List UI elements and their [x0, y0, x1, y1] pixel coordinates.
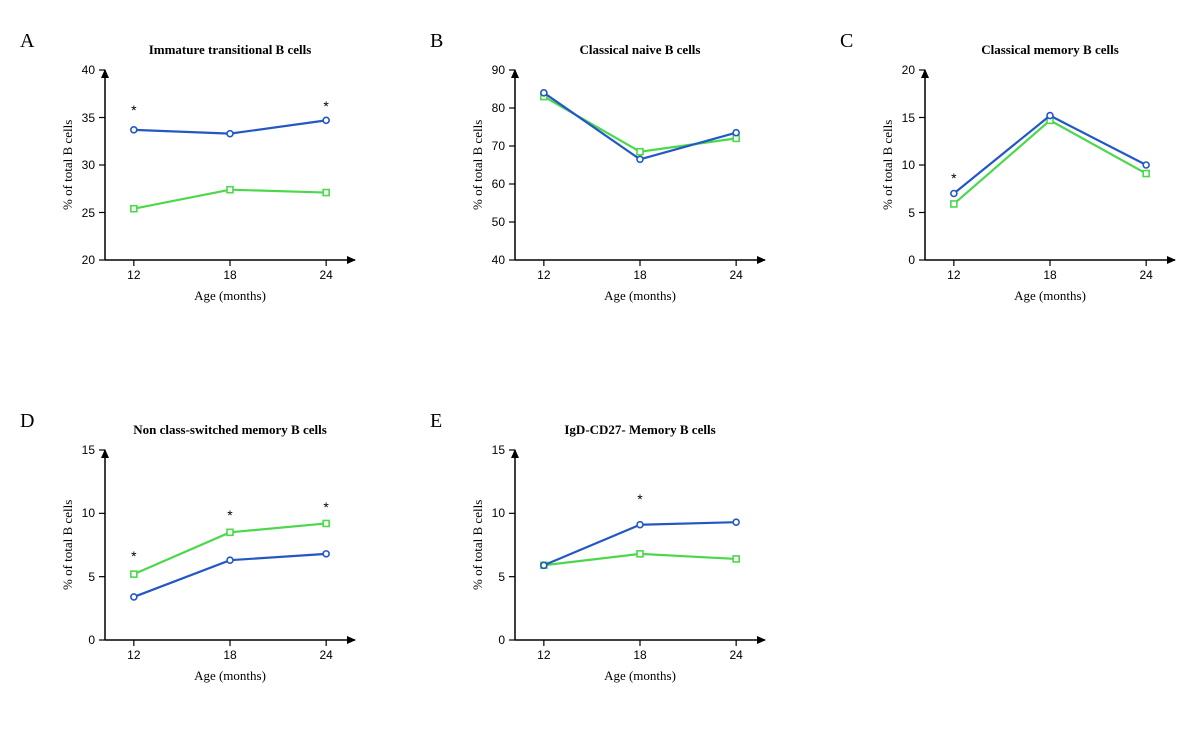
- xtick-label: 18: [1043, 268, 1056, 282]
- ytick-label: 15: [902, 111, 915, 125]
- panel-letter: B: [430, 30, 443, 53]
- x-axis-label: Age (months): [604, 668, 676, 684]
- xtick-label: 24: [1139, 268, 1152, 282]
- ytick-label: 0: [88, 633, 95, 647]
- ytick-label: 5: [88, 570, 95, 584]
- panel-C: C Classical memory B cells 0 5 10 15 20 12 18 24 *…: [840, 30, 1200, 360]
- ytick-label: 15: [82, 443, 95, 457]
- ytick-label: 0: [498, 633, 505, 647]
- x-axis-label: Age (months): [194, 668, 266, 684]
- ytick-label: 40: [82, 63, 95, 77]
- panel-B: B Classical naive B cells 40 50 60 70 80 90 12 18…: [430, 30, 790, 360]
- ytick-label: 10: [492, 506, 505, 520]
- chart-plot: [505, 60, 775, 270]
- y-axis-label: % of total B cells: [880, 120, 896, 210]
- ytick-label: 25: [82, 206, 95, 220]
- xtick-label: 12: [537, 648, 550, 662]
- figure-root: A Immature transitional B cells 20 25 30 35 40…: [0, 0, 1200, 753]
- xtick-label: 12: [127, 268, 140, 282]
- panel-letter: D: [20, 410, 34, 433]
- chart-plot: [95, 60, 365, 270]
- xtick-label: 24: [319, 648, 332, 662]
- xtick-label: 12: [537, 268, 550, 282]
- ytick-label: 5: [498, 570, 505, 584]
- significance-star: *: [227, 507, 232, 523]
- xtick-label: 24: [729, 268, 742, 282]
- significance-star: *: [323, 98, 328, 114]
- x-axis-label: Age (months): [1014, 288, 1086, 304]
- xtick-label: 18: [633, 268, 646, 282]
- significance-star: *: [323, 499, 328, 515]
- ytick-label: 80: [492, 101, 505, 115]
- ytick-label: 5: [908, 206, 915, 220]
- xtick-label: 18: [223, 268, 236, 282]
- xtick-label: 12: [127, 648, 140, 662]
- chart-title: IgD-CD27- Memory B cells: [564, 422, 715, 438]
- ytick-label: 0: [908, 253, 915, 267]
- ytick-label: 50: [492, 215, 505, 229]
- panel-letter: A: [20, 30, 34, 53]
- y-axis-label: % of total B cells: [470, 500, 486, 590]
- y-axis-label: % of total B cells: [60, 120, 76, 210]
- chart-title: Classical naive B cells: [580, 42, 701, 58]
- chart-title: Immature transitional B cells: [149, 42, 312, 58]
- xtick-label: 18: [633, 648, 646, 662]
- ytick-label: 90: [492, 63, 505, 77]
- x-axis-label: Age (months): [194, 288, 266, 304]
- chart-title: Classical memory B cells: [981, 42, 1119, 58]
- panel-letter: E: [430, 410, 442, 433]
- ytick-label: 20: [82, 253, 95, 267]
- x-axis-label: Age (months): [604, 288, 676, 304]
- chart-plot: [95, 440, 365, 650]
- ytick-label: 60: [492, 177, 505, 191]
- xtick-label: 24: [319, 268, 332, 282]
- xtick-label: 24: [729, 648, 742, 662]
- ytick-label: 40: [492, 253, 505, 267]
- ytick-label: 30: [82, 158, 95, 172]
- ytick-label: 10: [82, 506, 95, 520]
- panel-letter: C: [840, 30, 853, 53]
- ytick-label: 35: [82, 111, 95, 125]
- panel-D: D Non class-switched memory B cells 0 5 10 15…: [20, 410, 380, 740]
- xtick-label: 18: [223, 648, 236, 662]
- significance-star: *: [131, 548, 136, 564]
- ytick-label: 15: [492, 443, 505, 457]
- panel-E: E IgD-CD27- Memory B cells 0 5 10 15 12 18 24 * Ag…: [430, 410, 790, 740]
- panel-A: A Immature transitional B cells 20 25 30 35 40…: [20, 30, 380, 360]
- ytick-label: 70: [492, 139, 505, 153]
- ytick-label: 10: [902, 158, 915, 172]
- y-axis-label: % of total B cells: [470, 120, 486, 210]
- significance-star: *: [131, 102, 136, 118]
- chart-plot: [505, 440, 775, 650]
- chart-title: Non class-switched memory B cells: [133, 422, 327, 438]
- y-axis-label: % of total B cells: [60, 500, 76, 590]
- ytick-label: 20: [902, 63, 915, 77]
- significance-star: *: [951, 170, 956, 186]
- significance-star: *: [637, 491, 642, 507]
- xtick-label: 12: [947, 268, 960, 282]
- chart-plot: [915, 60, 1185, 270]
